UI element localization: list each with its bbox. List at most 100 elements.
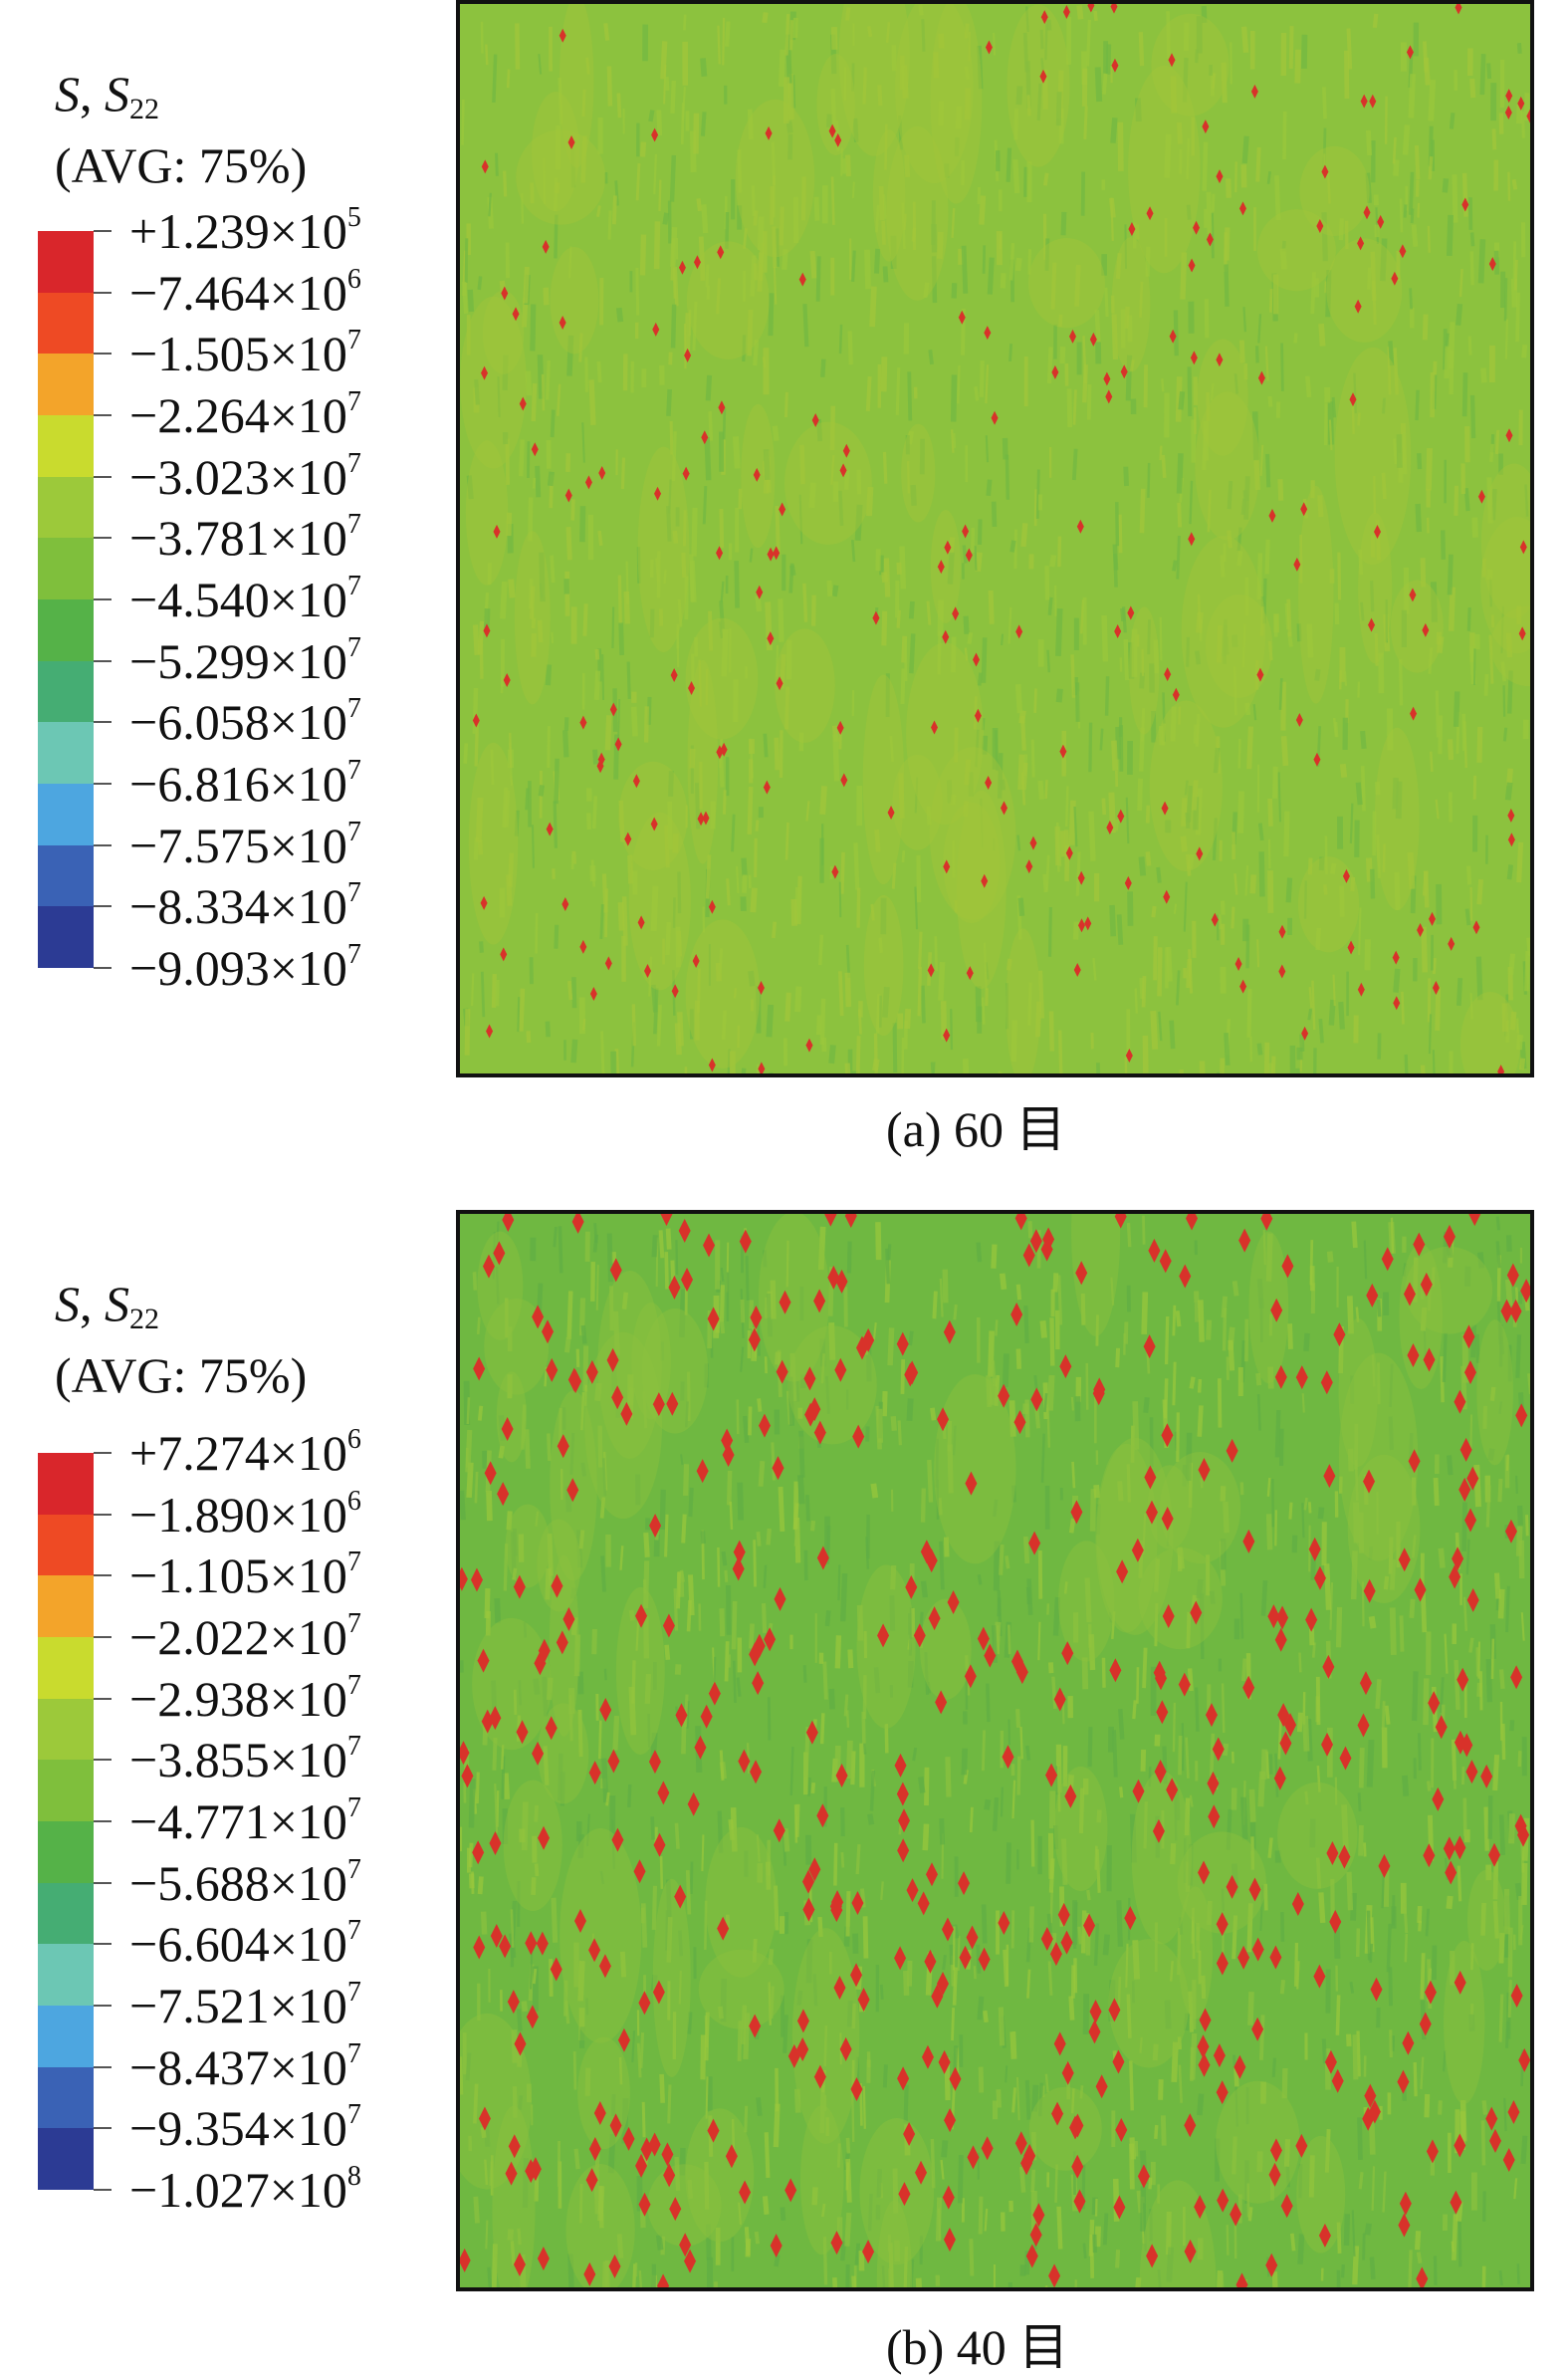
field-streak xyxy=(825,1375,830,1414)
field-streak xyxy=(979,195,987,225)
field-streak xyxy=(877,1408,884,1443)
stress-hotspot xyxy=(1040,10,1048,25)
field-streak xyxy=(727,1049,731,1073)
field-streak xyxy=(1195,650,1202,665)
stress-hotspot xyxy=(1120,364,1128,379)
field-streak xyxy=(655,2235,664,2251)
field-streak xyxy=(525,788,530,811)
field-streak xyxy=(479,941,484,953)
field-patch xyxy=(698,1949,784,2029)
stress-hotspot xyxy=(1234,956,1242,971)
field-streak xyxy=(719,1750,725,1782)
stress-hotspot xyxy=(1505,89,1513,104)
field-streak xyxy=(1049,1317,1055,1366)
field-streak xyxy=(1099,728,1104,751)
field-streak xyxy=(689,560,697,602)
field-streak xyxy=(952,1425,957,1456)
field-streak xyxy=(903,213,907,230)
field-streak xyxy=(741,1068,747,1073)
field-streak xyxy=(780,2207,786,2221)
stress-hotspot xyxy=(756,585,764,599)
field-streak xyxy=(1317,495,1324,518)
field-streak xyxy=(875,204,880,233)
stress-hotspot xyxy=(1368,617,1376,632)
stress-hotspot xyxy=(779,1290,791,1314)
stress-hotspot xyxy=(480,895,488,910)
field-streak xyxy=(510,1909,515,1948)
field-streak xyxy=(1191,1916,1196,1960)
field-streak xyxy=(750,887,758,913)
stress-hotspot xyxy=(701,430,709,445)
field-streak xyxy=(460,2056,464,2095)
stress-hotspot xyxy=(477,1648,490,1673)
field-streak xyxy=(1412,1535,1417,1558)
stress-hotspot xyxy=(583,2261,596,2286)
field-streak xyxy=(1224,264,1230,307)
field-streak xyxy=(1188,949,1194,994)
stress-hotspot xyxy=(834,1357,847,1382)
field-streak xyxy=(678,1289,687,1337)
stress-hotspot xyxy=(805,1038,813,1053)
field-streak xyxy=(978,2066,985,2093)
legend-tick-label: −9.093×107 xyxy=(129,939,361,996)
field-streak xyxy=(1177,502,1183,528)
stress-hotspot xyxy=(813,1289,826,1313)
field-streak xyxy=(756,2097,763,2116)
stress-hotspot xyxy=(1053,1687,1066,1712)
field-streak xyxy=(1447,554,1454,595)
field-streak xyxy=(907,430,914,445)
field-streak xyxy=(1241,1658,1247,1682)
field-streak xyxy=(517,2009,523,2031)
field-streak xyxy=(1259,1885,1264,1932)
stress-hotspot xyxy=(635,2153,648,2178)
field-streak xyxy=(673,1588,679,1631)
stress-hotspot xyxy=(1363,1469,1376,1494)
field-streak xyxy=(1353,1502,1360,1544)
field-streak xyxy=(1080,1293,1086,1325)
stress-hotspot xyxy=(1213,2043,1226,2068)
field-streak xyxy=(596,360,602,383)
field-streak xyxy=(1461,372,1468,417)
field-streak xyxy=(1030,1819,1035,1867)
field-streak xyxy=(1220,1486,1227,1502)
field-streak xyxy=(1169,1961,1174,1982)
field-streak xyxy=(1142,1647,1148,1689)
field-streak xyxy=(882,194,887,219)
field-streak xyxy=(1451,2241,1456,2253)
field-streak xyxy=(1008,344,1013,362)
field-streak xyxy=(1025,1586,1031,1605)
stress-hotspot xyxy=(648,2132,661,2157)
field-streak xyxy=(1358,1824,1364,1856)
field-streak xyxy=(745,2239,752,2258)
field-streak xyxy=(664,825,670,868)
field-streak xyxy=(873,1667,881,1694)
field-streak xyxy=(724,1641,730,1682)
stress-hotspot xyxy=(1002,1745,1014,1770)
field-streak xyxy=(1075,851,1081,896)
legend-tick xyxy=(94,843,112,846)
field-streak xyxy=(926,600,932,625)
field-streak xyxy=(702,485,708,525)
field-streak xyxy=(1157,2268,1162,2287)
field-streak xyxy=(753,340,760,366)
field-streak xyxy=(1112,1730,1118,1778)
legend-swatch xyxy=(38,231,94,294)
field-streak xyxy=(1184,2013,1191,2031)
field-streak xyxy=(765,1861,772,1890)
field-streak xyxy=(670,304,677,349)
field-streak xyxy=(1201,5,1208,23)
field-streak xyxy=(764,2132,771,2179)
field-streak xyxy=(1057,827,1062,867)
field-streak xyxy=(798,1430,805,1478)
field-streak xyxy=(1382,2171,1387,2213)
stress-hotspot xyxy=(1510,1984,1523,2009)
legend-tick-label: −8.334×107 xyxy=(129,877,361,935)
field-streak xyxy=(1072,921,1080,940)
stress-hotspot xyxy=(663,2163,676,2188)
field-patch xyxy=(856,1564,916,1729)
legend-swatch xyxy=(38,599,94,662)
stress-hotspot xyxy=(571,1214,584,1234)
field-streak xyxy=(1189,1376,1196,1389)
field-streak xyxy=(1498,1336,1505,1355)
field-streak xyxy=(740,1346,745,1372)
